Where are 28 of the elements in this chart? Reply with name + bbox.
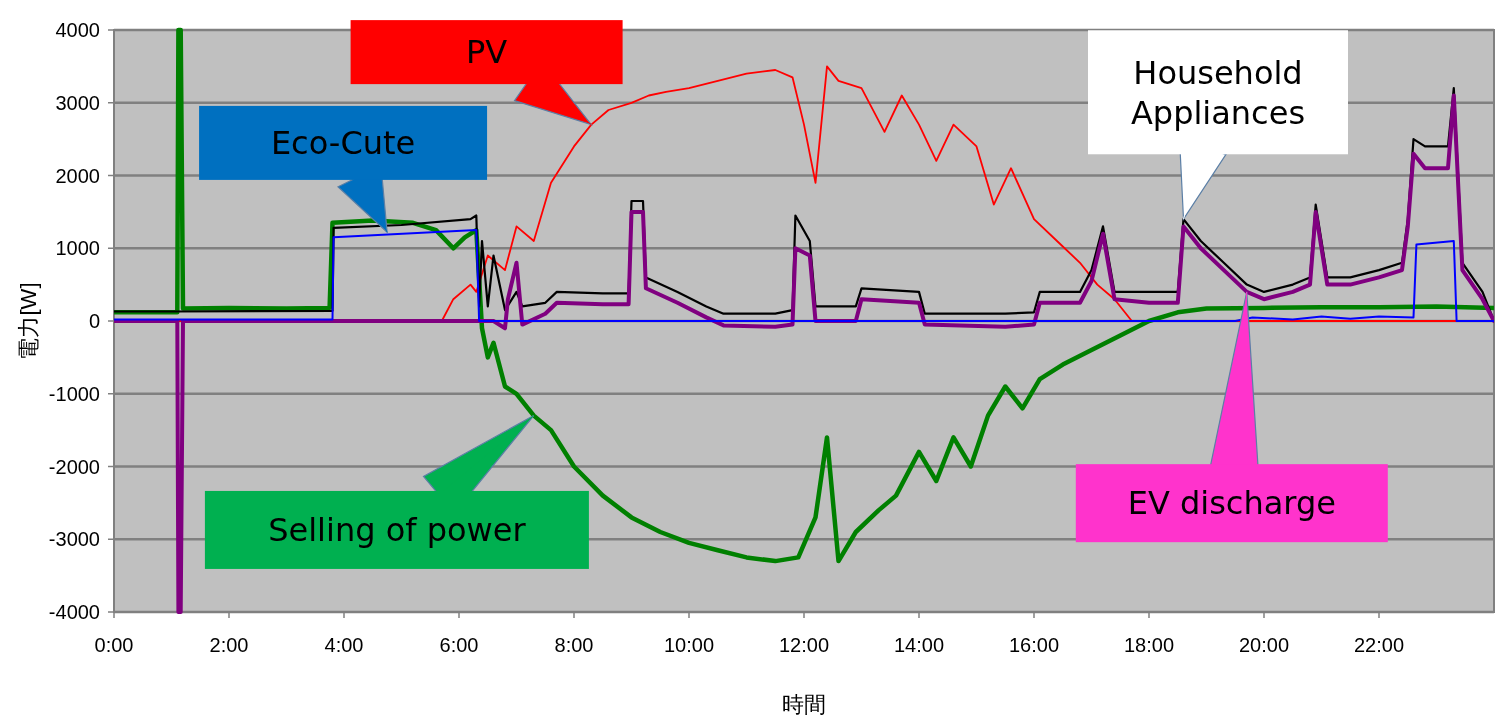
- y-tick-label: 0: [88, 310, 100, 332]
- x-tick-label: 8:00: [554, 634, 594, 656]
- annotation: Household Appliances: [1130, 54, 1306, 133]
- annotation: EV discharge: [1127, 484, 1336, 523]
- y-tick-label: 4000: [55, 19, 100, 41]
- x-tick-label: 0:00: [94, 634, 134, 656]
- x-tick-label: 22:00: [1353, 634, 1405, 656]
- x-tick-label: 12:00: [778, 634, 830, 656]
- x-tick-label: 4:00: [324, 634, 364, 656]
- y-tick-label: -2000: [48, 455, 100, 478]
- y-tick-label: -4000: [48, 601, 100, 623]
- x-tick-label: 10:00: [663, 634, 715, 656]
- annotation: Eco-Cute: [270, 123, 416, 162]
- x-axis-title: 時間: [782, 692, 826, 717]
- y-tick-label: 1000: [55, 237, 100, 260]
- y-tick-label: -1000: [48, 382, 100, 405]
- x-tick-label: 6:00: [439, 634, 479, 656]
- y-tick-label: 3000: [55, 91, 100, 114]
- x-tick-label: 16:00: [1008, 634, 1060, 656]
- x-tick-label: 2:00: [209, 634, 249, 656]
- annotation: Selling of power: [268, 510, 527, 549]
- y-tick-label: -3000: [48, 528, 100, 551]
- x-tick-label: 20:00: [1238, 634, 1290, 656]
- x-tick-label: 18:00: [1123, 634, 1175, 656]
- x-tick-label: 14:00: [893, 634, 945, 656]
- annotation: PV: [466, 33, 508, 72]
- y-axis-title: 電力[W]: [16, 282, 41, 360]
- y-tick-label: 2000: [55, 164, 100, 187]
